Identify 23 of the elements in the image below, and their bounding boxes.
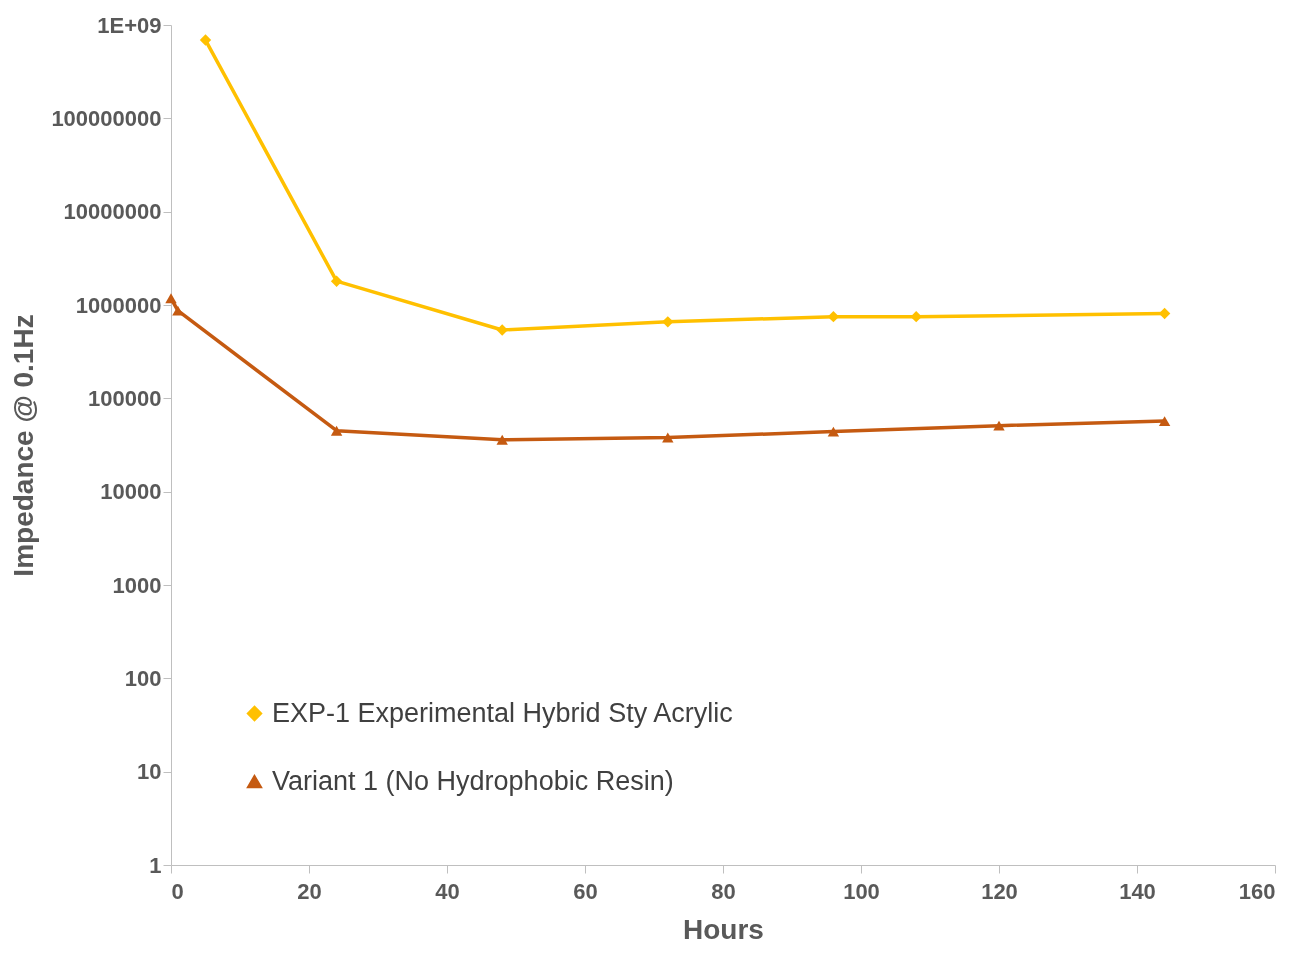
y-tick-label: 10000000 (63, 199, 162, 225)
y-tick-label: 100000000 (51, 105, 162, 131)
x-tick-label: 140 (1119, 878, 1156, 904)
y-tick-label: 10 (137, 759, 162, 785)
y-tick-label: 1E+09 (97, 12, 162, 38)
y-tick-label: 1000000 (75, 292, 162, 318)
y-tick-label: 100000 (88, 385, 162, 411)
legend-label: Variant 1 (No Hydrophobic Resin) (272, 765, 674, 796)
x-tick-label: 60 (573, 878, 598, 904)
x-tick-label: 160 (1238, 878, 1276, 904)
x-tick-label: 40 (435, 878, 460, 904)
y-tick-label: 1000 (112, 572, 162, 598)
x-tick-label: 80 (711, 878, 736, 904)
x-tick-label: 0 (171, 878, 184, 904)
x-tick-label: 100 (843, 878, 880, 904)
x-axis-title: Hours (683, 913, 764, 945)
y-tick-label: 100 (124, 665, 162, 691)
legend-label: EXP-1 Experimental Hybrid Sty Acrylic (272, 697, 733, 728)
x-tick-label: 120 (981, 878, 1018, 904)
y-tick-label: 1 (149, 852, 162, 878)
y-axis-title: Impedance @ 0.1Hz (8, 314, 40, 577)
x-tick-label: 20 (297, 878, 322, 904)
y-tick-label: 10000 (100, 479, 162, 505)
